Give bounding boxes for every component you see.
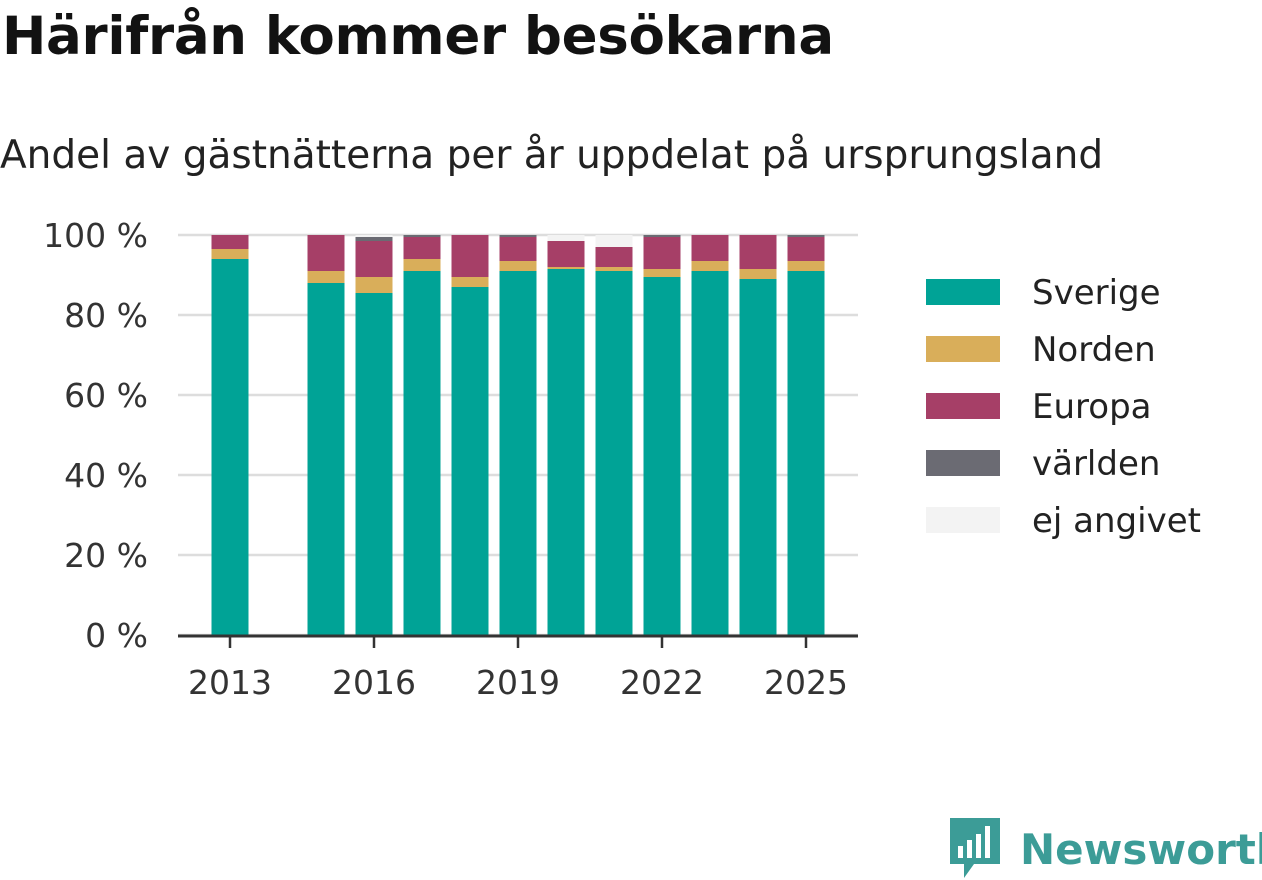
bar-segment-Sverige-2021 xyxy=(595,271,633,635)
bar-segment-Norden-2024 xyxy=(739,269,777,279)
bar-segment-Norden-2017 xyxy=(403,259,441,271)
bar-segment-Sverige-2015 xyxy=(307,283,345,635)
bar-segment-Norden-2022 xyxy=(643,269,681,277)
bar-segment-Norden-2023 xyxy=(691,261,729,271)
bar-segment-ej-angivet-2021 xyxy=(595,235,633,247)
bar-segment-Norden-2018 xyxy=(451,277,489,287)
legend-label-Europa: Europa xyxy=(1032,387,1151,427)
y-tick-label: 80 % xyxy=(64,296,148,335)
bar-segment-världen-2025 xyxy=(787,235,825,237)
bar-segment-Sverige-2019 xyxy=(499,271,537,635)
x-tick-label: 2016 xyxy=(332,663,416,702)
bar-segment-Europa-2017 xyxy=(403,237,441,259)
bar-segment-Sverige-2016 xyxy=(355,293,393,635)
bar-segment-Norden-2019 xyxy=(499,261,537,271)
brand-logo: Newsworthy xyxy=(950,818,1262,880)
x-tick-label: 2022 xyxy=(620,663,704,702)
y-tick-label: 20 % xyxy=(64,536,148,575)
legend-swatch-Sverige xyxy=(926,279,1000,305)
bar-segment-Europa-2015 xyxy=(307,235,345,271)
bar-chart-speech-bubble-logo-icon xyxy=(950,818,1000,878)
x-tick-label: 2013 xyxy=(188,663,272,702)
bar-segment-Europa-2013 xyxy=(211,235,249,249)
bar-segment-världen-2022 xyxy=(643,235,681,237)
bar-segment-Europa-2021 xyxy=(595,247,633,267)
bar-segment-världen-2017 xyxy=(403,235,441,237)
bar-segment-världen-2016 xyxy=(355,237,393,241)
bar-segment-ej-angivet-2016 xyxy=(355,235,393,237)
bar-segment-Europa-2023 xyxy=(691,235,729,261)
x-tick-label: 2025 xyxy=(764,663,848,702)
bar-segment-Norden-2025 xyxy=(787,261,825,271)
legend-label-ej-angivet: ej angivet xyxy=(1032,501,1201,541)
bar-segment-Norden-2015 xyxy=(307,271,345,283)
bar-segment-världen-2019 xyxy=(499,235,537,237)
chart-title: Härifrån kommer besökarna xyxy=(2,6,834,67)
y-tick-label: 40 % xyxy=(64,456,148,495)
bar-segment-Europa-2019 xyxy=(499,237,537,261)
legend-swatch-Norden xyxy=(926,336,1000,362)
bar-segment-Norden-2021 xyxy=(595,267,633,271)
bar-segment-Europa-2020 xyxy=(547,241,585,267)
bar-segment-Sverige-2025 xyxy=(787,271,825,635)
bar-segment-Norden-2016 xyxy=(355,277,393,293)
legend-swatch-världen xyxy=(926,450,1000,476)
bar-segment-Norden-2020 xyxy=(547,267,585,269)
bar-segment-Europa-2022 xyxy=(643,237,681,269)
bar-segment-Sverige-2018 xyxy=(451,287,489,635)
brand-name: Newsworthy xyxy=(1020,824,1262,874)
bar-segment-Norden-2013 xyxy=(211,249,249,259)
legend-swatch-Europa xyxy=(926,393,1000,419)
x-tick-label: 2019 xyxy=(476,663,560,702)
bar-segment-Sverige-2013 xyxy=(211,259,249,635)
bar-segment-Sverige-2022 xyxy=(643,277,681,635)
legend-label-Sverige: Sverige xyxy=(1032,273,1161,313)
bar-segment-Europa-2016 xyxy=(355,241,393,277)
bar-segment-ej-angivet-2020 xyxy=(547,235,585,241)
bar-segment-Europa-2025 xyxy=(787,237,825,261)
legend-label-Norden: Norden xyxy=(1032,330,1156,370)
bar-segment-Europa-2018 xyxy=(451,235,489,277)
y-tick-label: 60 % xyxy=(64,376,148,415)
legend-swatch-ej-angivet xyxy=(926,507,1000,533)
legend-label-världen: världen xyxy=(1032,444,1160,484)
bar-segment-Sverige-2024 xyxy=(739,279,777,635)
chart-subtitle: Andel av gästnätterna per år uppdelat på… xyxy=(0,133,1104,178)
bar-segment-Sverige-2023 xyxy=(691,271,729,635)
y-tick-label: 100 % xyxy=(43,216,148,255)
bar-segment-Sverige-2020 xyxy=(547,269,585,635)
bar-segment-Sverige-2017 xyxy=(403,271,441,635)
bar-segment-Europa-2024 xyxy=(739,235,777,269)
y-tick-label: 0 % xyxy=(85,616,148,655)
